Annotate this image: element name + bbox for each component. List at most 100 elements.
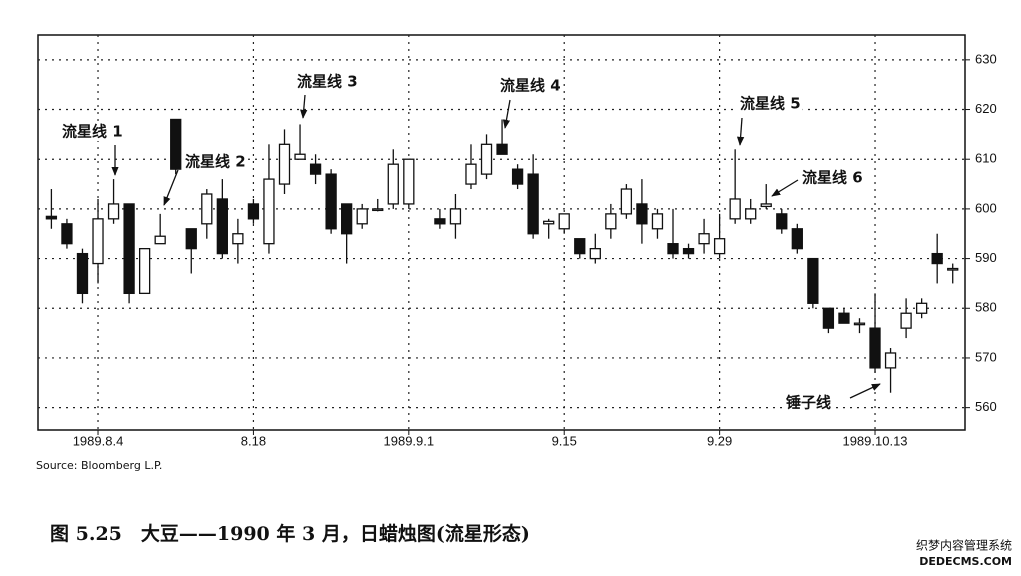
annotation-arrow: [849, 383, 881, 399]
y-tick-label: 630: [975, 51, 997, 66]
candle-body: [558, 213, 570, 230]
candle-body: [574, 238, 586, 255]
annotation-bg: [183, 153, 248, 171]
annotation-arrow: [163, 169, 179, 206]
candle-body: [931, 252, 943, 265]
candle-body: [636, 203, 648, 225]
candle-body: [527, 173, 539, 235]
candle-body: [713, 238, 726, 255]
candle-body: [263, 178, 275, 245]
candle-body: [434, 218, 446, 225]
candle-body: [185, 228, 197, 250]
candle-body: [698, 233, 710, 245]
x-tick-label: 9.15: [552, 433, 577, 448]
candle-body: [247, 203, 260, 220]
plot-frame: [37, 34, 966, 431]
candle-body: [325, 173, 337, 230]
candle-body: [884, 352, 897, 369]
x-tick-label: 8.18: [241, 433, 266, 448]
annotation-arrow: [771, 179, 799, 197]
candle-body: [170, 118, 182, 170]
annotation-bg: [295, 73, 360, 91]
candle-body: [138, 247, 151, 295]
candle-body: [667, 243, 679, 255]
candle-body: [92, 218, 104, 265]
candle-body: [853, 322, 866, 326]
candle-body: [776, 213, 788, 230]
annotation-bg: [60, 123, 125, 141]
candle-body: [278, 143, 291, 185]
y-tick-label: 590: [975, 250, 997, 265]
y-tick-label: 600: [975, 200, 997, 215]
candle-body: [900, 312, 912, 329]
watermark: 织梦内容管理系统: [916, 538, 1012, 553]
candle-body: [496, 143, 508, 155]
candle-body: [449, 208, 462, 225]
x-tick-label: 9.29: [707, 433, 732, 448]
candle-body: [294, 153, 306, 160]
candle-body: [760, 203, 772, 208]
annotation: 流星线 6: [802, 169, 863, 187]
candle-body: [61, 223, 73, 245]
annotation: 流星线 4: [500, 77, 561, 95]
candle-body: [76, 252, 89, 295]
watermark-bg: [905, 536, 1021, 572]
annotation-arrow: [300, 94, 308, 119]
watermark: DEDECMS.COM: [919, 555, 1012, 568]
candle-body: [682, 247, 695, 255]
candle-body: [869, 327, 881, 369]
candle-body: [605, 213, 617, 230]
candle-body: [403, 158, 415, 205]
x-tick-label: 1989.10.13: [842, 433, 907, 448]
candle-body: [745, 208, 757, 220]
candle-body: [807, 257, 819, 304]
candle-body: [45, 215, 58, 220]
candle-body: [465, 163, 477, 185]
candle-body: [543, 220, 555, 225]
caption: 图 5.25 大豆——1990 年 3 月，日蜡烛图(流星形态): [50, 522, 530, 545]
candle-body: [511, 168, 524, 185]
annotation: 锤子线: [786, 394, 831, 412]
y-tick-label: 560: [975, 399, 997, 414]
candle-body: [822, 307, 835, 329]
candle-body: [123, 203, 135, 295]
annotation-bg: [738, 95, 803, 113]
candle-body: [387, 163, 399, 205]
annotation-arrow: [502, 99, 511, 129]
y-tick-label: 580: [975, 300, 997, 315]
candle-body: [201, 193, 213, 225]
annotation-bg: [800, 169, 865, 187]
annotation-bg: [498, 77, 563, 95]
candle-body: [838, 312, 850, 324]
x-tick-label: 1989.9.1: [384, 433, 435, 448]
candle-body: [154, 235, 166, 245]
candle-body: [372, 208, 384, 212]
y-tick-label: 620: [975, 101, 997, 116]
annotation-bg: [784, 394, 834, 412]
candle-body: [309, 163, 322, 175]
candle-body: [915, 302, 928, 314]
candle-body: [791, 228, 803, 250]
source: Source: Bloomberg L.P.: [36, 459, 162, 472]
candle-body: [651, 213, 664, 230]
candle-body: [107, 203, 120, 220]
annotation: 流星线 5: [740, 95, 801, 113]
annotation-arrow: [736, 117, 745, 146]
candle-body: [947, 267, 959, 271]
candle-body: [729, 198, 741, 220]
candle-body: [216, 198, 228, 255]
candle-body: [589, 247, 601, 260]
annotation: 流星线 1: [62, 123, 123, 141]
candle-body: [480, 143, 493, 175]
x-tick-label: 1989.8.4: [73, 433, 124, 448]
y-tick-label: 570: [975, 349, 997, 364]
candle-body: [356, 208, 368, 225]
annotation: 流星线 2: [185, 153, 246, 171]
candle-body: [620, 188, 633, 215]
candle-body: [232, 233, 244, 245]
annotation: 流星线 3: [297, 73, 358, 91]
y-tick-label: 610: [975, 151, 997, 166]
candle-body: [341, 203, 353, 235]
